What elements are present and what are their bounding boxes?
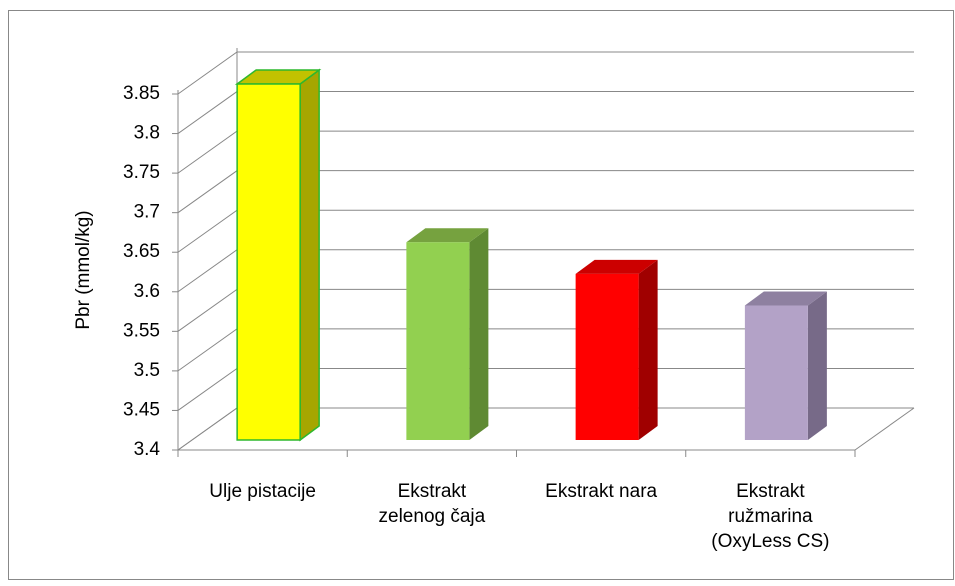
y-tick-label: 3.8 [134, 123, 160, 144]
bar-top [744, 291, 827, 306]
bar-side [638, 259, 658, 440]
y-tick-label: 3.75 [123, 162, 160, 183]
y-tick-label: 3.7 [134, 202, 160, 223]
bar-side [807, 291, 827, 440]
x-tick-label: (OxyLess CS) [711, 531, 829, 552]
y-tick-label: 3.85 [123, 83, 160, 104]
bar-top [406, 228, 489, 243]
bar-top [575, 259, 658, 274]
grid-line [177, 51, 914, 95]
x-tick-label: zelenog čaja [379, 506, 486, 527]
y-tick-label: 3.6 [134, 281, 160, 302]
x-tick-label: Ekstrakt [398, 481, 467, 502]
x-tick-label: Ulje pistacije [209, 481, 316, 502]
bar [236, 83, 301, 441]
bar [575, 273, 639, 440]
floor-edge [854, 407, 915, 451]
bar [406, 242, 470, 440]
bar-side [299, 68, 320, 442]
y-tick-label: 3.5 [134, 360, 160, 381]
y-tick-label: 3.45 [123, 399, 160, 420]
bar [744, 305, 808, 440]
y-tick-label: 3.65 [123, 241, 160, 262]
x-tick-label: ružmarina [728, 506, 813, 527]
x-tick-label: Ekstrakt nara [545, 481, 657, 502]
y-tick-label: 3.4 [134, 439, 161, 460]
y-tick-label: 3.55 [123, 320, 160, 341]
x-tick-label: Ekstrakt [736, 481, 805, 502]
y-axis-label: Pbr (mmol/kg) [73, 210, 94, 329]
bar-side [469, 228, 489, 440]
